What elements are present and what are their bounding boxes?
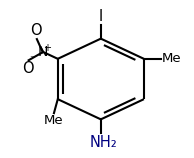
Text: N: N <box>38 45 48 59</box>
Text: O: O <box>30 23 42 38</box>
Text: NH₂: NH₂ <box>90 135 118 150</box>
Text: I: I <box>99 9 103 24</box>
Text: +: + <box>43 43 51 53</box>
Text: Me: Me <box>162 52 182 65</box>
Text: O: O <box>22 61 34 76</box>
Text: ⁻: ⁻ <box>29 55 35 64</box>
Text: Me: Me <box>44 114 64 127</box>
